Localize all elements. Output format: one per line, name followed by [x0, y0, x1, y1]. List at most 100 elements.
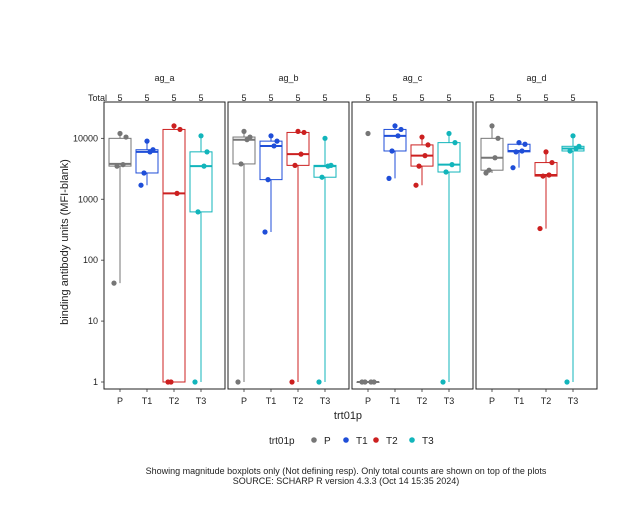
data-point	[576, 143, 582, 149]
x-tick-label: T2	[293, 396, 304, 406]
data-point	[316, 379, 322, 385]
box-T3	[189, 133, 213, 385]
panel-border	[103, 101, 226, 390]
box-iqr	[232, 136, 256, 165]
x-tick-label: P	[241, 396, 247, 406]
box-T2	[534, 149, 558, 232]
data-point	[295, 128, 301, 134]
total-count: 5	[489, 93, 494, 103]
y-tick-label: 10000	[73, 133, 98, 143]
data-point	[111, 280, 117, 286]
y-axis-title: binding antibody units (MFI-blank)	[59, 159, 71, 325]
x-tick-label: T2	[541, 396, 552, 406]
data-point	[389, 148, 395, 154]
legend-label-T1: T1	[356, 436, 368, 447]
data-point	[247, 134, 253, 140]
total-count: 5	[322, 93, 327, 103]
data-point	[114, 163, 120, 169]
total-count: 5	[419, 93, 424, 103]
data-point	[549, 159, 555, 166]
total-count: 5	[241, 93, 246, 103]
box-T3	[561, 133, 585, 385]
total-count: 5	[392, 93, 397, 103]
data-point	[392, 123, 398, 129]
panel-ag_d: ag_d 5 5 5 5 P T1 T2 T3	[475, 73, 598, 406]
box-iqr	[259, 140, 283, 181]
data-point	[174, 190, 180, 196]
legend: trt01p P T1 T2 T3	[269, 436, 434, 447]
data-point	[398, 126, 404, 133]
total-count: 5	[198, 93, 203, 103]
data-point	[452, 140, 458, 146]
data-point	[138, 182, 144, 188]
y-tick-label: 10	[88, 316, 98, 326]
data-point	[292, 162, 298, 168]
facet-panels: ag_a 5 5 5 5 P T1 T2 T3 ag_b 5 5 5 5 P T1 T2 T3 ag_c 5 5 5 5 P T…	[103, 73, 598, 406]
data-point	[513, 149, 519, 155]
box-P	[480, 123, 504, 176]
total-count: 5	[516, 93, 521, 103]
data-point	[235, 379, 241, 385]
legend-title: trt01p	[269, 436, 295, 447]
data-point	[395, 133, 401, 139]
panel-strip-label: ag_d	[526, 73, 546, 83]
legend-key-T1	[343, 437, 349, 443]
data-point	[489, 123, 495, 129]
box-iqr	[108, 137, 132, 167]
x-tick-label: T1	[266, 396, 277, 406]
total-count: 5	[171, 93, 176, 103]
data-point	[171, 123, 177, 129]
total-count: 5	[117, 93, 122, 103]
total-count: 5	[446, 93, 451, 103]
data-point	[371, 379, 377, 385]
x-tick-label: T3	[444, 396, 455, 406]
box-iqr	[437, 142, 461, 173]
x-tick-label: T1	[390, 396, 401, 406]
data-point	[117, 130, 123, 137]
box-T2	[410, 134, 434, 188]
x-tick-label: T3	[196, 396, 207, 406]
box-iqr	[162, 128, 186, 383]
box-iqr	[534, 162, 558, 177]
legend-key-T3	[409, 437, 415, 443]
data-point	[446, 130, 452, 137]
data-point	[522, 141, 528, 147]
data-point	[150, 147, 156, 153]
y-tick-label: 1000	[78, 194, 98, 204]
data-point	[144, 138, 150, 144]
data-point	[238, 161, 244, 167]
panel-border	[475, 101, 598, 390]
box-T2	[162, 123, 186, 385]
data-point	[567, 148, 573, 154]
panel-strip-label: ag_b	[278, 73, 298, 83]
box-T1	[383, 123, 407, 181]
legend-key-P	[311, 437, 317, 443]
data-point	[492, 155, 498, 161]
total-count: 5	[543, 93, 548, 103]
data-point	[123, 134, 129, 140]
data-point	[177, 126, 183, 133]
legend-label-P: P	[324, 436, 331, 447]
data-point	[386, 175, 392, 181]
data-point	[120, 162, 126, 168]
box-iqr	[135, 149, 159, 174]
total-count: 5	[268, 93, 273, 103]
data-point	[486, 167, 492, 173]
total-count: 5	[295, 93, 300, 103]
legend-label-T3: T3	[422, 436, 434, 447]
y-tick-label: 1	[93, 377, 98, 387]
data-point	[537, 225, 543, 232]
data-point	[268, 133, 274, 139]
total-count: 5	[365, 93, 370, 103]
panel-strip-label: ag_c	[403, 73, 423, 83]
data-point	[419, 134, 425, 140]
data-point	[192, 379, 198, 385]
box-iqr	[480, 137, 504, 171]
box-iqr	[189, 151, 213, 213]
data-point	[425, 142, 431, 148]
data-point	[449, 162, 455, 168]
panel-strip-label: ag_a	[154, 73, 174, 83]
data-point	[319, 174, 325, 180]
x-axis-title: trt01p	[334, 410, 362, 422]
x-tick-label: T2	[169, 396, 180, 406]
